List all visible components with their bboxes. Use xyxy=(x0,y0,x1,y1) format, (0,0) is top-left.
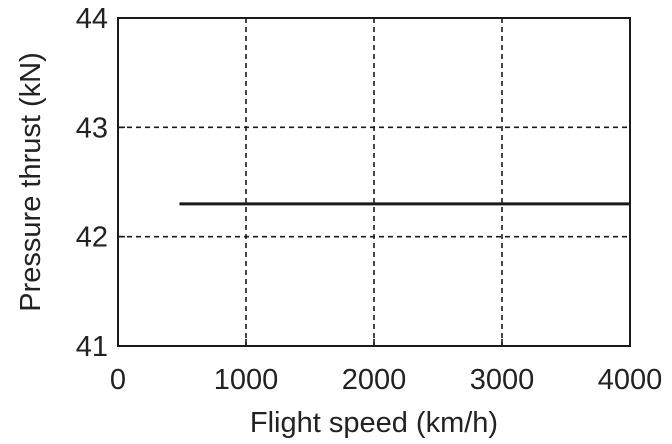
x-tick-label-2000: 2000 xyxy=(342,364,407,396)
x-axis-label: Flight speed (km/h) xyxy=(250,407,498,439)
x-tick-labels: 0 1000 2000 3000 4000 xyxy=(110,364,662,396)
grid-lines xyxy=(118,18,630,346)
y-axis-label: Pressure thrust (kN) xyxy=(15,52,47,311)
tick-marks xyxy=(117,17,631,347)
y-tick-label-43: 43 xyxy=(76,112,108,144)
x-tick-label-4000: 4000 xyxy=(598,364,663,396)
x-tick-label-1000: 1000 xyxy=(214,364,279,396)
x-tick-label-0: 0 xyxy=(110,364,126,396)
y-tick-label-42: 42 xyxy=(76,222,108,254)
y-tick-label-41: 41 xyxy=(76,331,108,363)
y-tick-label-44: 44 xyxy=(76,3,108,35)
y-tick-labels: 41 42 43 44 xyxy=(76,3,108,363)
x-tick-label-3000: 3000 xyxy=(470,364,535,396)
